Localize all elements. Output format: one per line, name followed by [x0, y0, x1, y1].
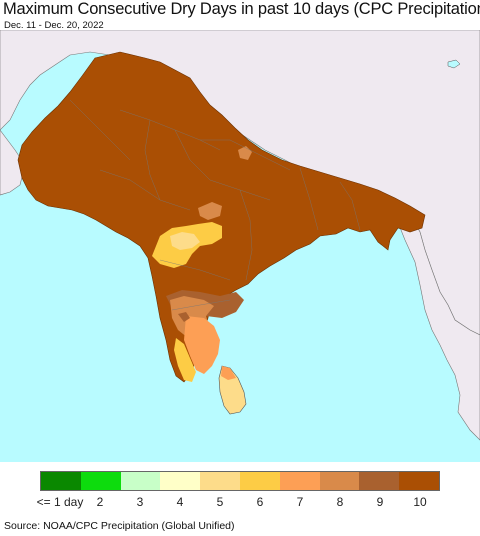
legend-swatch [399, 472, 439, 490]
legend-swatch [239, 472, 280, 490]
map-title: Maximum Consecutive Dry Days in past 10 … [3, 0, 480, 18]
region-class-8-central [198, 202, 222, 220]
legend-label: 4 [176, 495, 184, 509]
state-boundaries [69, 99, 361, 311]
legend-label: <= 1 day [36, 495, 84, 509]
legend-swatch [359, 472, 400, 490]
legend-label: 5 [216, 495, 224, 509]
legend-label: 9 [376, 495, 384, 509]
source-note: Source: NOAA/CPC Precipitation (Global U… [4, 520, 235, 532]
outside-land-west [0, 129, 26, 196]
sri-lanka-class-7 [221, 366, 236, 380]
legend-label: 3 [136, 495, 144, 509]
legend-label: 10 [413, 495, 427, 509]
legend-label: 8 [336, 495, 344, 509]
legend-label: 6 [256, 495, 264, 509]
legend-swatch [200, 472, 240, 490]
myanmar-coast [379, 194, 480, 441]
legend-swatch [319, 472, 360, 490]
date-range: Dec. 11 - Dec. 20, 2022 [4, 20, 104, 31]
legend-swatch [80, 472, 121, 490]
legend-label: 2 [96, 495, 104, 509]
legend-labels: <= 1 day 2 3 4 5 6 7 8 9 10 [30, 495, 450, 509]
legend-swatch [120, 472, 161, 490]
small-lake [447, 59, 461, 69]
region-dry-10 [17, 51, 426, 383]
region-class-5-central [170, 232, 200, 250]
legend-label: 7 [296, 495, 304, 509]
legend-swatch [279, 472, 320, 490]
region-class-6-south [174, 338, 196, 382]
region-class-7-south [184, 316, 220, 374]
precipitation-map [0, 30, 480, 462]
legend-colorbar [40, 471, 440, 491]
region-class-9-south-small [178, 312, 190, 322]
legend-swatch [41, 472, 81, 490]
legend-swatch [160, 472, 201, 490]
